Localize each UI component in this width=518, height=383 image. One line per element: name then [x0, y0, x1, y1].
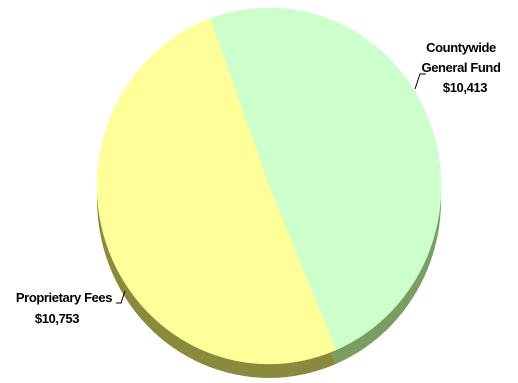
slice-label-proprietary-fees: Proprietary Fees $10,753 — [16, 290, 126, 326]
countywide-label-line-1: Countywide — [426, 40, 496, 55]
countywide-label-line-2: General Fund — [422, 60, 501, 75]
slice-label-countywide-general-fund: Countywide General Fund $10,413 — [414, 40, 501, 95]
pie-top — [96, 7, 442, 365]
proprietary-leader-line — [116, 290, 126, 304]
pie-slice-1 — [96, 18, 337, 365]
countywide-value-label: $10,413 — [443, 80, 487, 95]
proprietary-value-label: $10,753 — [35, 311, 79, 326]
countywide-leader-line — [414, 73, 426, 90]
pie-slice-0 — [209, 7, 442, 351]
proprietary-label-line-1: Proprietary Fees — [16, 290, 112, 305]
